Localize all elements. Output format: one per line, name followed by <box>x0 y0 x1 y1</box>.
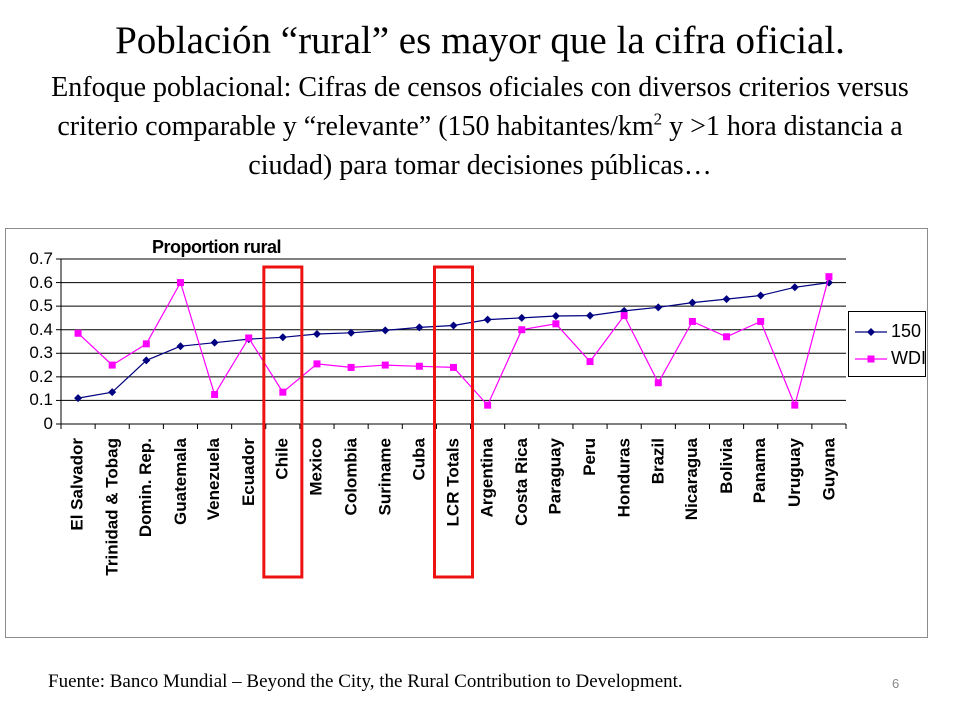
y-tick-label-0-2: 0.2 <box>29 366 53 386</box>
legend-item-wdi: WDI <box>849 347 926 371</box>
x-tick-label-uruguay: Uruguay <box>784 438 804 507</box>
x-tick-label-venezuela: Venezuela <box>204 438 224 521</box>
point-150-el-salvador <box>74 394 83 403</box>
point-wdi-ecuador <box>245 334 253 342</box>
point-150-chile <box>278 333 287 342</box>
point-wdi-mexico <box>313 360 321 368</box>
y-tick-label-0-5: 0.5 <box>29 296 53 316</box>
point-wdi-domin-rep <box>142 340 150 348</box>
point-150-guyana <box>824 278 833 287</box>
point-150-honduras <box>620 306 629 315</box>
point-wdi-venezuela <box>211 391 219 399</box>
y-tick-label-0-6: 0.6 <box>29 272 53 292</box>
point-150-cuba <box>415 323 424 332</box>
point-wdi-chile <box>279 388 287 396</box>
highlight-box-chile <box>262 265 304 579</box>
x-tick-label-lcr-totals: LCR Totals <box>443 438 463 527</box>
x-tick-label-argentina: Argentina <box>477 438 497 518</box>
x-tick-label-mexico: Mexico <box>306 438 326 496</box>
point-wdi-guatemala <box>176 279 184 287</box>
legend-marker-wdi <box>855 355 887 363</box>
point-wdi-uruguay <box>791 401 799 409</box>
point-wdi-suriname <box>381 361 389 369</box>
point-150-suriname <box>381 326 390 335</box>
x-tick-label-trinidad-tobag: Trinidad & Tobag <box>102 438 122 576</box>
y-tick-label-0-7: 0.7 <box>29 249 53 268</box>
x-tick-label-suriname: Suriname <box>375 438 395 516</box>
point-150-guatemala <box>176 342 185 351</box>
x-tick-label-panama: Panama <box>750 438 770 504</box>
point-150-venezuela <box>210 338 219 347</box>
point-wdi-bolivia <box>723 333 731 341</box>
point-wdi-nicaragua <box>688 317 696 325</box>
highlight-box-lcr-totals <box>433 265 474 579</box>
point-wdi-trinidad-tobag <box>108 361 116 369</box>
source-note: Fuente: Banco Mundial – Beyond the City,… <box>48 671 683 692</box>
x-tick-label-cuba: Cuba <box>409 438 429 481</box>
point-150-argentina <box>483 315 492 324</box>
x-tick-label-peru: Peru <box>580 438 600 476</box>
y-tick-label-0: 0 <box>43 414 53 433</box>
x-tick-label-guyana: Guyana <box>818 438 838 501</box>
slide-title: Población “rural” es mayor que la cifra … <box>115 19 845 62</box>
x-tick-label-colombia: Colombia <box>341 438 361 516</box>
chart-title: Proportion rural <box>152 237 282 257</box>
page-number: 6 <box>892 676 900 691</box>
point-150-lcr-totals <box>449 321 458 330</box>
legend-label-wdi: WDI <box>891 348 926 368</box>
point-150-panama <box>756 291 765 300</box>
y-tick-label-0-1: 0.1 <box>29 390 53 410</box>
x-tick-label-costa-rica: Costa Rica <box>511 438 531 526</box>
point-150-uruguay <box>790 283 799 292</box>
point-wdi-argentina <box>484 401 492 409</box>
chart-frame: Proportion rural 150 WDI 0 0.1 0.2 0.3 0.4 0.… <box>5 228 928 638</box>
x-tick-label-guatemala: Guatemala <box>170 438 190 525</box>
series-line-wdi <box>77 276 830 407</box>
point-150-brazil <box>654 303 663 312</box>
point-wdi-cuba <box>415 362 423 370</box>
point-wdi-el-salvador <box>74 329 82 337</box>
point-wdi-panama <box>757 317 765 325</box>
legend-label-150: 150 <box>891 321 922 341</box>
point-150-nicaragua <box>688 298 697 307</box>
point-150-peru <box>586 311 595 320</box>
subtitle-text-2: y >1 hora distancia a ciudad) para tomar… <box>248 111 903 181</box>
point-wdi-colombia <box>347 363 355 371</box>
x-tick-label-chile: Chile <box>272 438 292 480</box>
x-tick-label-brazil: Brazil <box>648 438 668 485</box>
x-tick-label-ecuador: Ecuador <box>238 438 258 507</box>
point-150-costa-rica <box>517 313 526 322</box>
y-tick-label-0-3: 0.3 <box>29 343 53 363</box>
x-tick-label-honduras: Honduras <box>614 438 634 518</box>
line-chart <box>56 258 847 579</box>
x-tick-label-paraguay: Paraguay <box>545 438 565 515</box>
point-150-colombia <box>347 328 356 337</box>
point-150-bolivia <box>722 295 731 304</box>
chart-legend: 150 WDI <box>848 311 926 377</box>
point-wdi-lcr-totals <box>450 363 457 371</box>
point-wdi-paraguay <box>552 320 560 328</box>
subtitle-superscript: 2 <box>653 109 663 129</box>
x-tick-label-domin-rep: Domin. Rep. <box>136 438 156 538</box>
legend-marker-150 <box>855 328 887 336</box>
point-wdi-peru <box>586 358 594 366</box>
slide-subtitle: Enfoque poblacional: Cifras de censos of… <box>30 68 930 185</box>
series-line-150 <box>77 282 829 399</box>
x-tick-label-nicaragua: Nicaragua <box>682 438 702 521</box>
x-tick-label-el-salvador: El Salvador <box>68 438 88 531</box>
point-150-mexico <box>312 329 321 338</box>
point-wdi-brazil <box>654 379 662 387</box>
point-wdi-costa-rica <box>518 326 526 334</box>
point-wdi-guyana <box>825 273 833 281</box>
point-150-domin-rep <box>142 356 151 365</box>
legend-item-150: 150 <box>849 320 925 344</box>
subtitle-text-1: Enfoque poblacional: Cifras de censos of… <box>51 72 909 142</box>
point-wdi-honduras <box>620 312 628 320</box>
x-tick-label-bolivia: Bolivia <box>716 438 736 494</box>
point-150-paraguay <box>551 312 560 321</box>
point-150-trinidad-tobag <box>108 388 117 397</box>
y-tick-label-0-4: 0.4 <box>29 319 53 339</box>
